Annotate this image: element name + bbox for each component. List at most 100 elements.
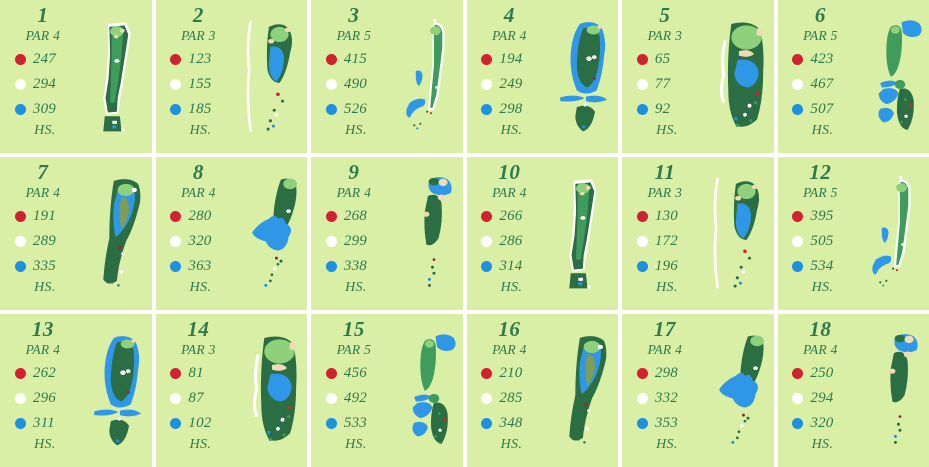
hole-card-16[interactable]: 16 PAR 4 210 285 348 HS. xyxy=(466,314,618,467)
hole-number: 14 xyxy=(187,317,210,341)
blue-tee-yardage: 338 xyxy=(343,258,367,275)
tee-row-blue: 353 xyxy=(626,411,704,436)
tee-row-white: 505 xyxy=(782,229,860,254)
white-tee-marker-icon xyxy=(14,236,26,248)
blue-tee-yardage: 309 xyxy=(32,101,56,118)
white-tee-yardage: 289 xyxy=(32,233,56,250)
tee-row-white: 87 xyxy=(160,386,238,411)
tee-row-red: 262 xyxy=(4,361,82,386)
tee-row-white: 289 xyxy=(4,229,82,254)
red-tee-marker-icon xyxy=(170,54,182,66)
handicap-stroke-label: HS. xyxy=(500,280,523,296)
white-tee-marker-icon xyxy=(636,79,648,91)
hole-card-14[interactable]: 14 PAR 3 81 87 102 HS. xyxy=(155,314,307,467)
blue-tee-yardage: 533 xyxy=(343,415,367,432)
hole-info: 5 PAR 3 65 77 92 HS. xyxy=(622,4,704,139)
hole-info: 16 PAR 4 210 285 348 HS. xyxy=(467,318,549,453)
white-tee-yardage: 249 xyxy=(499,76,523,93)
tee-row-blue: 92 xyxy=(626,97,704,122)
blue-tee-yardage: 526 xyxy=(343,101,367,118)
blue-tee-marker-icon xyxy=(325,418,337,430)
hole-par: PAR 3 xyxy=(181,28,216,44)
white-tee-marker-icon xyxy=(14,79,26,91)
blue-tee-yardage: 311 xyxy=(32,415,55,432)
red-tee-marker-icon xyxy=(792,54,804,66)
blue-tee-marker-icon xyxy=(792,261,804,273)
hole-par: PAR 4 xyxy=(492,185,527,201)
tee-yardage-list: 247 294 309 xyxy=(4,47,82,122)
tee-row-blue: 348 xyxy=(471,411,549,436)
handicap-stroke-label: HS. xyxy=(656,123,678,139)
hole-card-17[interactable]: 17 PAR 4 298 332 353 HS. xyxy=(622,314,774,467)
red-tee-yardage: 395 xyxy=(810,208,834,225)
hole-number: 15 xyxy=(342,317,365,341)
handicap-stroke-label: HS. xyxy=(811,437,834,453)
hole-card-12[interactable]: 12 PAR 5 395 505 534 HS. xyxy=(777,157,929,310)
hole-card-1[interactable]: 1 PAR 4 247 294 309 HS. xyxy=(0,0,152,153)
tee-yardage-list: 191 289 335 xyxy=(4,204,82,279)
red-tee-yardage: 250 xyxy=(810,365,834,382)
white-tee-yardage: 155 xyxy=(188,76,212,93)
tee-row-blue: 102 xyxy=(160,411,238,436)
tee-row-white: 320 xyxy=(160,229,238,254)
tee-row-blue: 363 xyxy=(160,254,238,279)
tee-row-blue: 320 xyxy=(782,411,860,436)
hole-number: 12 xyxy=(809,160,832,184)
hole-layout-map xyxy=(387,0,463,153)
hole-card-5[interactable]: 5 PAR 3 65 77 92 HS. xyxy=(622,0,774,153)
white-tee-marker-icon xyxy=(481,393,493,405)
hole-card-3[interactable]: 3 PAR 5 415 490 526 HS. xyxy=(311,0,463,153)
hole-card-6[interactable]: 6 PAR 5 423 467 507 HS. xyxy=(777,0,929,153)
blue-tee-yardage: 335 xyxy=(32,258,56,275)
hole-number: 2 xyxy=(192,3,204,27)
blue-tee-yardage: 320 xyxy=(810,415,834,432)
blue-tee-marker-icon xyxy=(636,261,648,273)
hole-card-10[interactable]: 10 PAR 4 266 286 314 HS. xyxy=(466,157,618,310)
hole-info: 10 PAR 4 266 286 314 HS. xyxy=(467,161,549,296)
white-tee-yardage: 467 xyxy=(810,76,834,93)
tee-row-blue: 185 xyxy=(160,97,238,122)
white-tee-yardage: 87 xyxy=(188,390,204,407)
hole-layout-map xyxy=(542,0,618,153)
hole-card-18[interactable]: 18 PAR 4 250 294 320 HS. xyxy=(777,314,929,467)
hole-card-13[interactable]: 13 PAR 4 262 296 311 HS. xyxy=(0,314,152,467)
hole-layout-map xyxy=(231,0,307,153)
hole-card-15[interactable]: 15 PAR 5 456 492 533 HS. xyxy=(311,314,463,467)
tee-row-red: 65 xyxy=(626,47,704,72)
tee-yardage-list: 130 172 196 xyxy=(626,204,704,279)
white-tee-marker-icon xyxy=(481,236,493,248)
hole-par: PAR 4 xyxy=(647,342,683,358)
tee-yardage-list: 65 77 92 xyxy=(626,47,704,122)
handicap-stroke-label: HS. xyxy=(34,437,56,453)
hole-info: 18 PAR 4 250 294 320 HS. xyxy=(778,318,860,453)
hole-card-11[interactable]: 11 PAR 3 130 172 196 HS. xyxy=(622,157,774,310)
hole-card-7[interactable]: 7 PAR 4 191 289 335 HS. xyxy=(0,157,152,310)
red-tee-yardage: 191 xyxy=(32,208,56,225)
hole-layout-map xyxy=(231,314,307,467)
white-tee-yardage: 285 xyxy=(499,390,523,407)
tee-row-white: 172 xyxy=(626,229,704,254)
tee-row-white: 286 xyxy=(471,229,549,254)
hole-info: 9 PAR 4 268 299 338 HS. xyxy=(311,161,393,296)
hole-card-9[interactable]: 9 PAR 4 268 299 338 HS. xyxy=(311,157,463,310)
hole-par: PAR 4 xyxy=(25,342,61,358)
handicap-stroke-label: HS. xyxy=(345,280,367,296)
hole-layout-map xyxy=(698,0,774,153)
hole-card-2[interactable]: 2 PAR 3 123 155 185 HS. xyxy=(155,0,307,153)
red-tee-marker-icon xyxy=(325,54,337,66)
tee-row-white: 490 xyxy=(315,72,393,97)
hole-card-8[interactable]: 8 PAR 4 280 320 363 HS. xyxy=(155,157,307,310)
hole-info: 3 PAR 5 415 490 526 HS. xyxy=(311,4,393,139)
hole-par: PAR 5 xyxy=(336,28,372,44)
red-tee-marker-icon xyxy=(14,54,26,66)
hole-par: PAR 5 xyxy=(336,342,372,358)
hole-par: PAR 4 xyxy=(492,28,527,44)
hole-card-4[interactable]: 4 PAR 4 194 249 298 HS. xyxy=(466,0,618,153)
red-tee-marker-icon xyxy=(481,54,493,66)
blue-tee-yardage: 185 xyxy=(188,101,212,118)
white-tee-marker-icon xyxy=(14,393,26,405)
hole-par: PAR 5 xyxy=(803,28,838,44)
hole-layout-map xyxy=(698,314,774,467)
handicap-stroke-label: HS. xyxy=(34,123,56,139)
hole-info: 15 PAR 5 456 492 533 HS. xyxy=(311,318,393,453)
